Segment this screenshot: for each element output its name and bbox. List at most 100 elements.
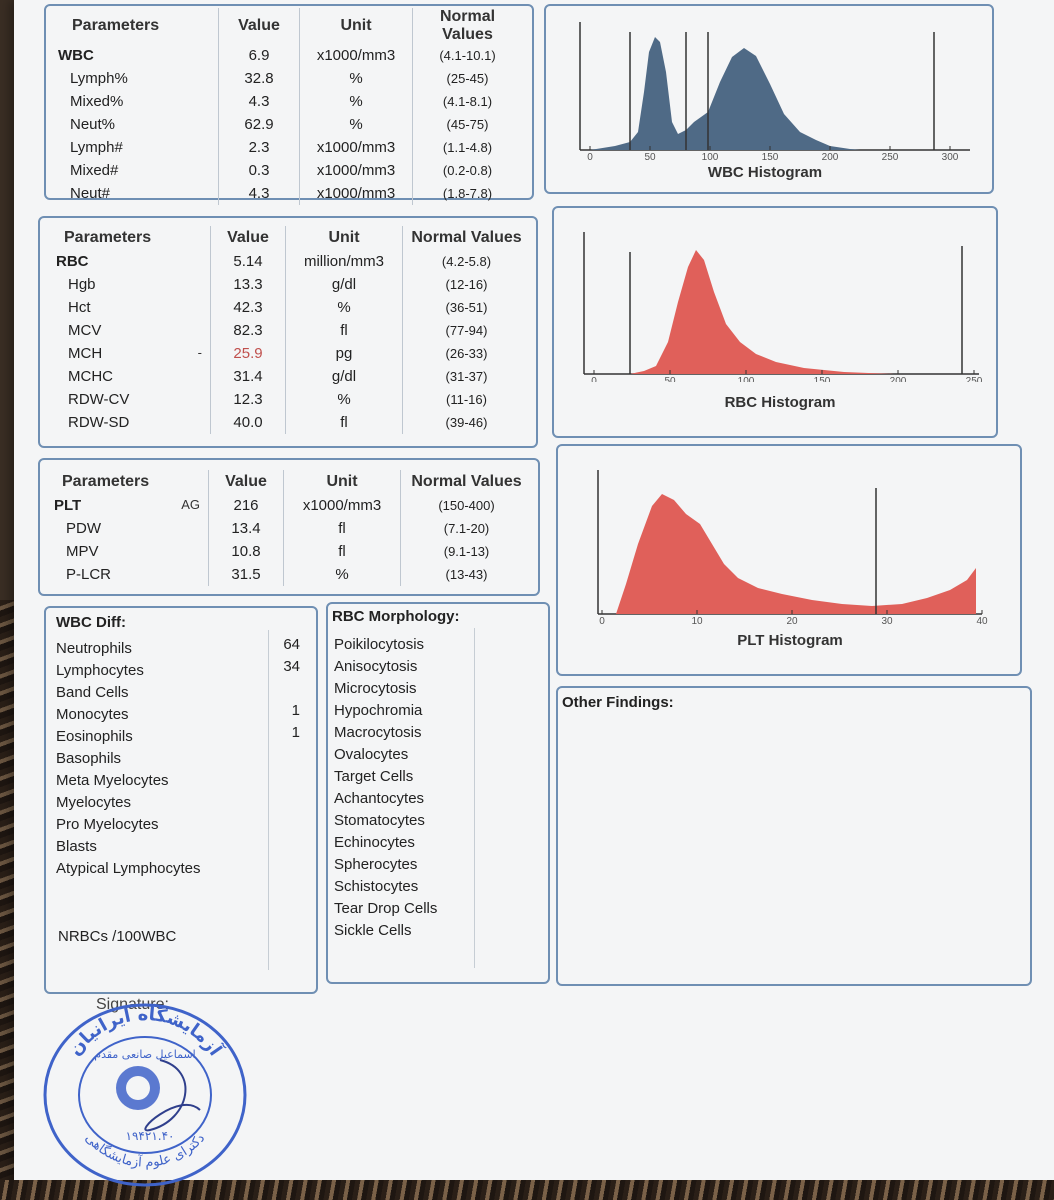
param-name: Lymph%	[70, 70, 128, 87]
param-normal-range: (1.1-4.8)	[442, 140, 493, 155]
table-row: PDW 13.4 fl (7.1-20)	[48, 517, 532, 540]
divider-line	[268, 630, 269, 970]
axis-tick-label: 0	[587, 152, 593, 162]
rbc-histogram-title: RBC Histogram	[724, 394, 836, 411]
rbc-morphology-title: RBC Morphology:	[332, 608, 460, 625]
table-row: P-LCR 31.5% (13-43)	[48, 563, 532, 586]
param-normal-range: (13-43)	[445, 567, 488, 582]
wbc-diff-title: WBC Diff:	[56, 614, 126, 631]
param-normal-range: (4.1-10.1)	[439, 48, 496, 63]
col-header-unit: Unit	[285, 226, 403, 250]
rbc-parameters-table: Parameters Value Unit Normal Values RBC 5…	[50, 226, 530, 434]
param-value: 25.9	[210, 342, 286, 365]
table-header-row: Parameters Value Unit Normal Values	[48, 470, 532, 494]
param-unit: million/mm3	[285, 250, 403, 273]
param-value: 13.3	[210, 273, 286, 296]
param-flag: -	[197, 345, 202, 360]
wbc-diff-box	[44, 606, 318, 994]
plt-histogram-title: PLT Histogram	[737, 632, 843, 649]
param-name: MPV	[66, 543, 99, 560]
table-row: Mixed# 0.3 x1000/mm3 (0.2-0.8)	[52, 159, 522, 182]
param-name: RBC	[56, 253, 89, 270]
axis-tick-label: 200	[822, 152, 839, 162]
param-value: 31.5	[208, 563, 284, 586]
list-item: Stomatocytes	[334, 812, 425, 829]
col-header-normal-values: Normal Values	[411, 473, 522, 490]
param-normal-range: (26-33)	[445, 346, 488, 361]
list-item: Tear Drop Cells	[334, 900, 438, 917]
other-findings-title: Other Findings:	[562, 694, 674, 711]
axis-tick-label: 250	[966, 376, 983, 382]
param-name: MCHC	[68, 368, 113, 385]
param-name: P-LCR	[66, 566, 112, 583]
axis-tick-label: 300	[942, 152, 959, 162]
col-header-parameters: Parameters	[64, 229, 152, 246]
param-unit: fl	[285, 411, 403, 434]
param-normal-range: (0.2-0.8)	[442, 163, 493, 178]
wbc-histogram-box	[544, 4, 994, 194]
param-name: Lymph#	[70, 139, 123, 156]
param-value: 5.14	[210, 250, 286, 273]
param-value: 4.3	[218, 182, 300, 205]
axis-tick-label: 100	[738, 376, 755, 382]
axis-tick-label: 0	[591, 376, 597, 382]
col-header-value: Value	[218, 8, 300, 44]
param-normal-range: (11-16)	[446, 392, 487, 407]
table-row: Hct 42.3% (36-51)	[50, 296, 530, 319]
param-unit: fl	[283, 517, 401, 540]
list-item: Meta Myelocytes	[56, 772, 169, 789]
nrbc-label: NRBCs /100WBC	[58, 928, 177, 945]
param-normal-range: (45-75)	[446, 117, 489, 132]
list-item: Eosinophils	[56, 728, 133, 745]
axis-tick-label: 100	[702, 152, 719, 162]
wbc-histogram-curve	[590, 37, 860, 150]
diff-count: 64	[283, 636, 300, 653]
table-row: Lymph% 32.8% (25-45)	[52, 67, 522, 90]
rbc-histogram-box	[552, 206, 998, 438]
param-name: RDW-SD	[68, 414, 130, 431]
param-value: 42.3	[210, 296, 286, 319]
col-header-value: Value	[210, 226, 286, 250]
param-unit: %	[299, 90, 413, 113]
rbc-histogram-chart: 0 50 100 150 200 250	[583, 232, 983, 382]
list-item: Atypical Lymphocytes	[56, 860, 201, 877]
list-item: Echinocytes	[334, 834, 415, 851]
param-value: 62.9	[218, 113, 300, 136]
param-value: 4.3	[218, 90, 300, 113]
col-header-value: Value	[208, 470, 284, 494]
param-value: 40.0	[210, 411, 286, 434]
background-fabric-bottom	[0, 1180, 1054, 1200]
rbc-histogram-curve	[630, 250, 894, 374]
list-item: Ovalocytes	[334, 746, 409, 763]
diff-count: 1	[291, 702, 300, 719]
axis-tick-label: 150	[814, 376, 831, 382]
param-unit: pg	[285, 342, 403, 365]
table-row: Lymph# 2.3 x1000/mm3 (1.1-4.8)	[52, 136, 522, 159]
axis-tick-label: 150	[762, 152, 779, 162]
list-item: Monocytes	[56, 706, 129, 723]
rbc-morphology-list: Poikilocytosis Anisocytosis Microcytosis Hy…	[334, 634, 437, 942]
table-row: WBC 6.9 x1000/mm3 (4.1-10.1)	[52, 44, 522, 67]
col-header-unit: Unit	[283, 470, 401, 494]
param-unit: %	[285, 296, 403, 319]
table-row: MCHC 31.4 g/dl (31-37)	[50, 365, 530, 388]
axis-tick-label: 200	[890, 376, 907, 382]
param-unit: x1000/mm3	[283, 494, 401, 517]
param-name: Mixed%	[70, 93, 124, 110]
param-name: MCH -	[68, 345, 202, 362]
param-name: Neut%	[70, 116, 116, 133]
axis-tick-label: 30	[881, 616, 893, 624]
divider-line	[474, 628, 475, 968]
rbc-morphology-box	[326, 602, 550, 984]
param-unit: fl	[285, 319, 403, 342]
lab-report-page	[14, 0, 1054, 1200]
table-row: Neut% 62.9% (45-75)	[52, 113, 522, 136]
table-row: Mixed% 4.3% (4.1-8.1)	[52, 90, 522, 113]
table-row: RDW-CV 12.3% (11-16)	[50, 388, 530, 411]
col-header-parameters: Parameters	[72, 17, 160, 34]
param-value: 2.3	[218, 136, 300, 159]
param-value: 31.4	[210, 365, 286, 388]
param-normal-range: (25-45)	[446, 71, 489, 86]
col-header-parameters: Parameters	[62, 473, 150, 490]
table-row: PLT AG 216 x1000/mm3 (150-400)	[48, 494, 532, 517]
